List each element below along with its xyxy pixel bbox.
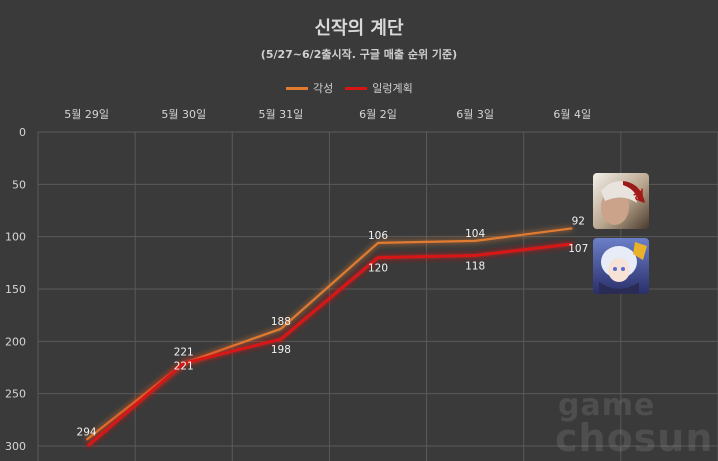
x-tick-label: 6월 3일 bbox=[456, 107, 494, 121]
game-icon-illyeong bbox=[593, 238, 649, 294]
data-label: 120 bbox=[368, 263, 388, 275]
data-label: 221 bbox=[174, 346, 194, 358]
y-tick-label: 100 bbox=[5, 231, 26, 244]
x-tick-label: 6월 2일 bbox=[359, 107, 397, 121]
legend: 각성 일렁계획 bbox=[286, 80, 413, 96]
legend-label-illyeong: 일렁계획 bbox=[372, 82, 413, 95]
watermark-line1: game bbox=[558, 388, 656, 423]
data-label: 107 bbox=[568, 243, 588, 255]
y-tick-label: 250 bbox=[5, 388, 26, 401]
data-label: 92 bbox=[572, 215, 585, 227]
legend-swatch-illyeong bbox=[345, 86, 368, 90]
y-tick-label: 0 bbox=[19, 126, 26, 139]
data-label: 188 bbox=[271, 316, 291, 328]
svg-text:성: 성 bbox=[633, 188, 644, 202]
x-tick-label: 5월 29일 bbox=[64, 107, 109, 121]
legend-label-gakseong: 각성 bbox=[313, 82, 334, 95]
chart-title: 신작의 계단 bbox=[314, 18, 404, 39]
x-tick-label: 5월 30일 bbox=[161, 107, 206, 121]
legend-item-gakseong: 각성 bbox=[286, 80, 333, 96]
x-tick-label: 6월 4일 bbox=[553, 107, 591, 121]
x-tick-label: 5월 31일 bbox=[258, 107, 303, 121]
y-tick-label: 50 bbox=[12, 178, 26, 191]
data-label: 118 bbox=[465, 261, 485, 273]
data-label: 198 bbox=[271, 344, 291, 356]
legend-item-illyeong: 일렁계획 bbox=[345, 80, 413, 96]
data-label: 104 bbox=[465, 228, 485, 240]
y-tick-label: 200 bbox=[5, 335, 26, 348]
y-tick-label: 300 bbox=[5, 440, 26, 453]
watermark-line2: chosun bbox=[555, 416, 714, 460]
game-icon-gakseong: 성 bbox=[593, 173, 649, 229]
legend-swatch-gakseong bbox=[286, 86, 308, 90]
series-line-illyeong bbox=[86, 242, 573, 448]
chart-subtitle: (5/27~6/2출시작. 구글 매출 순위 기준) bbox=[260, 48, 458, 61]
data-label: 294 bbox=[77, 427, 97, 439]
data-label: 221 bbox=[174, 360, 194, 372]
y-tick-label: 150 bbox=[5, 283, 26, 296]
data-label: 106 bbox=[368, 230, 388, 242]
